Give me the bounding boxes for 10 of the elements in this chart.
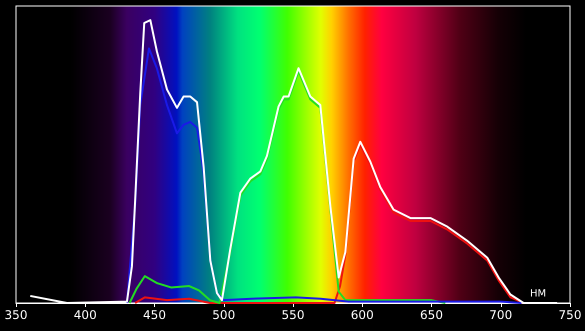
x-tick-label: 600 (350, 308, 374, 322)
x-tick-label: 400 (74, 308, 97, 322)
x-tick-label: 750 (558, 308, 582, 322)
x-tick-label: 350 (4, 308, 28, 322)
x-tick-label: 700 (489, 308, 512, 322)
x-axis-title: НМ (530, 288, 546, 300)
x-tick-label: 650 (420, 308, 443, 322)
x-tick-label: 500 (212, 308, 236, 322)
x-tick-label: 550 (282, 308, 304, 322)
x-tick-label: 450 (143, 308, 166, 322)
